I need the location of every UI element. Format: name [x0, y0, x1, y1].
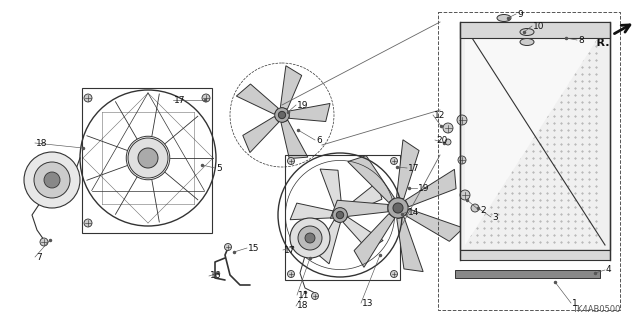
- Text: 18: 18: [36, 139, 47, 148]
- Text: 7: 7: [36, 252, 42, 261]
- Circle shape: [202, 94, 210, 102]
- Circle shape: [290, 218, 330, 258]
- Polygon shape: [290, 203, 333, 220]
- Polygon shape: [316, 220, 340, 264]
- Circle shape: [40, 238, 48, 246]
- Text: 3: 3: [492, 212, 498, 221]
- Circle shape: [445, 139, 451, 145]
- Circle shape: [460, 190, 470, 200]
- Text: 6: 6: [316, 135, 322, 145]
- Polygon shape: [397, 140, 419, 199]
- Circle shape: [333, 208, 348, 222]
- Circle shape: [554, 26, 562, 34]
- Polygon shape: [460, 22, 610, 250]
- Polygon shape: [320, 169, 342, 209]
- Circle shape: [128, 138, 168, 178]
- Text: 5: 5: [216, 164, 221, 172]
- Circle shape: [578, 26, 586, 34]
- Circle shape: [84, 219, 92, 227]
- Polygon shape: [236, 84, 278, 114]
- Polygon shape: [406, 169, 456, 207]
- Polygon shape: [280, 66, 301, 109]
- Circle shape: [287, 270, 294, 277]
- Circle shape: [457, 115, 467, 125]
- Text: 11: 11: [298, 291, 310, 300]
- Polygon shape: [243, 116, 279, 153]
- Circle shape: [84, 94, 92, 102]
- Circle shape: [336, 211, 344, 219]
- Polygon shape: [344, 182, 382, 214]
- Ellipse shape: [497, 14, 511, 21]
- Polygon shape: [281, 120, 308, 159]
- Circle shape: [388, 198, 408, 218]
- Text: 17: 17: [408, 164, 419, 172]
- Text: FR.: FR.: [589, 38, 609, 48]
- Circle shape: [275, 108, 289, 122]
- Circle shape: [287, 157, 294, 164]
- Circle shape: [138, 148, 158, 168]
- Polygon shape: [289, 103, 330, 122]
- Circle shape: [24, 152, 80, 208]
- Text: 2: 2: [480, 205, 486, 214]
- Circle shape: [305, 233, 315, 243]
- Polygon shape: [397, 217, 423, 272]
- Text: TK4AB0500: TK4AB0500: [572, 305, 620, 314]
- Text: 14: 14: [408, 207, 419, 217]
- Text: 20: 20: [436, 135, 447, 145]
- Polygon shape: [330, 200, 388, 218]
- Text: 19: 19: [297, 100, 308, 109]
- Text: 13: 13: [362, 299, 374, 308]
- Circle shape: [312, 292, 319, 300]
- Circle shape: [496, 26, 504, 34]
- Circle shape: [526, 26, 534, 34]
- Circle shape: [393, 203, 403, 213]
- Text: 19: 19: [418, 183, 429, 193]
- Text: 17: 17: [174, 95, 186, 105]
- Text: 10: 10: [533, 21, 545, 30]
- Text: 1: 1: [572, 299, 578, 308]
- Circle shape: [471, 204, 479, 212]
- Ellipse shape: [520, 38, 534, 45]
- Circle shape: [390, 157, 397, 164]
- Polygon shape: [460, 22, 610, 38]
- Circle shape: [278, 111, 285, 119]
- Text: 8: 8: [578, 36, 584, 44]
- Circle shape: [458, 156, 466, 164]
- Polygon shape: [343, 217, 383, 250]
- Circle shape: [225, 244, 232, 251]
- Ellipse shape: [520, 28, 534, 36]
- Circle shape: [474, 26, 482, 34]
- Polygon shape: [406, 209, 463, 241]
- Text: 15: 15: [248, 244, 259, 252]
- Circle shape: [34, 162, 70, 198]
- Polygon shape: [460, 250, 610, 260]
- Text: 4: 4: [606, 266, 612, 275]
- Text: 12: 12: [434, 110, 445, 119]
- Text: 18: 18: [297, 301, 308, 310]
- Text: 16: 16: [210, 271, 221, 281]
- Circle shape: [443, 123, 453, 133]
- Polygon shape: [455, 270, 600, 278]
- Circle shape: [44, 172, 60, 188]
- Circle shape: [298, 226, 322, 250]
- Polygon shape: [348, 156, 394, 203]
- Polygon shape: [465, 27, 605, 245]
- Polygon shape: [354, 214, 395, 267]
- Text: 17: 17: [284, 245, 296, 254]
- Text: 9: 9: [517, 10, 523, 19]
- Circle shape: [390, 270, 397, 277]
